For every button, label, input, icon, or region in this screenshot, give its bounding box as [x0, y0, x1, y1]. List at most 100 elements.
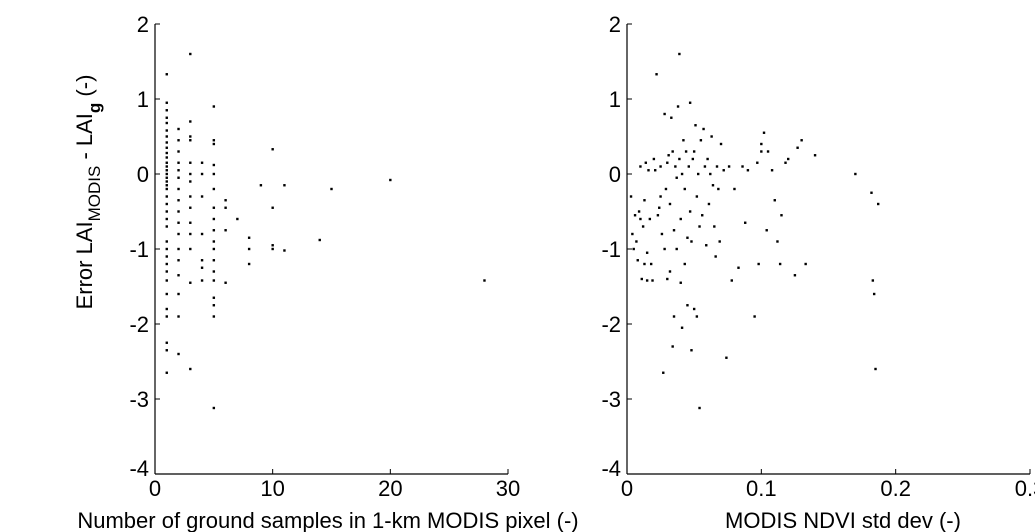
x-tick-label: 0	[621, 476, 633, 501]
data-point	[719, 142, 723, 146]
data-point	[663, 247, 666, 251]
data-point	[648, 217, 652, 221]
data-point	[643, 199, 646, 202]
data-point	[655, 73, 658, 76]
data-point	[637, 210, 641, 213]
data-point	[165, 156, 168, 159]
ylabel-tail: (-)	[72, 75, 97, 103]
data-point	[714, 255, 717, 258]
y-axis-label-left: Error LAIMODIS - LAIg (-)	[72, 75, 104, 310]
data-point	[236, 217, 239, 221]
data-point	[664, 187, 668, 191]
data-point	[644, 161, 648, 164]
data-point	[189, 367, 192, 371]
data-point	[165, 371, 168, 374]
data-point	[649, 262, 653, 266]
data-point	[682, 139, 685, 142]
data-point	[737, 266, 740, 269]
data-point	[717, 187, 720, 191]
data-point	[165, 217, 168, 221]
data-point	[632, 247, 635, 251]
data-point	[212, 259, 216, 262]
data-point	[671, 150, 674, 153]
data-point	[787, 157, 790, 161]
data-point	[709, 172, 712, 176]
data-point	[224, 281, 227, 284]
data-point	[283, 184, 286, 187]
data-point	[854, 172, 857, 176]
data-point	[796, 146, 799, 149]
data-point	[271, 247, 274, 251]
data-point	[663, 112, 666, 116]
data-point	[686, 236, 689, 239]
data-point	[200, 232, 204, 236]
data-point	[706, 157, 709, 161]
data-point	[762, 131, 766, 134]
data-point	[701, 214, 704, 217]
data-point	[189, 281, 192, 284]
data-point	[165, 195, 168, 198]
data-point	[760, 142, 763, 146]
data-point	[688, 101, 692, 104]
y-tick-label: 1	[609, 87, 621, 112]
data-point	[165, 169, 168, 172]
data-point	[200, 172, 204, 176]
x-tick-label: 10	[260, 476, 284, 501]
data-point	[675, 176, 678, 179]
data-point	[189, 161, 192, 164]
data-point	[871, 279, 875, 282]
data-point	[212, 247, 216, 251]
data-point	[200, 259, 204, 262]
data-point	[654, 169, 657, 172]
data-point	[656, 214, 660, 217]
data-point	[165, 184, 168, 187]
data-point	[636, 259, 639, 262]
data-point	[177, 259, 180, 262]
data-point	[780, 214, 783, 217]
data-point	[212, 406, 216, 410]
data-point	[212, 172, 216, 176]
data-point	[631, 232, 634, 236]
ylabel-main: Error LAI	[72, 221, 97, 309]
data-point	[177, 232, 180, 236]
data-point	[177, 176, 180, 179]
y-tick-label: 2	[137, 12, 149, 37]
data-point	[165, 165, 168, 168]
data-point	[773, 199, 776, 202]
data-point	[189, 247, 192, 251]
data-point	[165, 101, 168, 104]
x-axis-label: Number of ground samples in 1-km MODIS p…	[77, 508, 578, 532]
data-point	[770, 169, 774, 172]
y-tick-label: 0	[137, 162, 149, 187]
scatter-panel-right: -4 -3 -2 -1 0 1 2 0 0.1 0.2 0.3 MODIS NDVI std dev …	[601, 12, 1035, 532]
data-point	[165, 116, 168, 119]
data-point	[715, 165, 719, 168]
data-point	[652, 157, 656, 161]
data-point	[165, 279, 168, 282]
data-point	[212, 217, 216, 221]
data-point	[691, 157, 695, 161]
data-point	[699, 139, 703, 142]
data-point	[177, 127, 180, 131]
data-point	[662, 371, 665, 374]
data-point	[666, 161, 669, 164]
x-tick-label: 20	[378, 476, 402, 501]
data-point	[671, 345, 674, 348]
data-point	[692, 150, 696, 153]
data-point	[177, 199, 180, 202]
data-point	[189, 232, 192, 236]
y-tick-label: -2	[129, 312, 149, 337]
data-point	[212, 187, 216, 191]
data-point	[165, 73, 168, 76]
data-point	[676, 105, 680, 108]
data-point	[165, 129, 168, 132]
data-point	[165, 341, 168, 344]
y-tick-label: -4	[601, 456, 621, 481]
data-point	[679, 281, 682, 284]
data-point	[660, 232, 664, 236]
data-point	[212, 229, 216, 232]
data-point	[200, 161, 204, 164]
data-point	[165, 255, 168, 258]
data-point	[651, 279, 654, 282]
data-point	[318, 238, 321, 242]
